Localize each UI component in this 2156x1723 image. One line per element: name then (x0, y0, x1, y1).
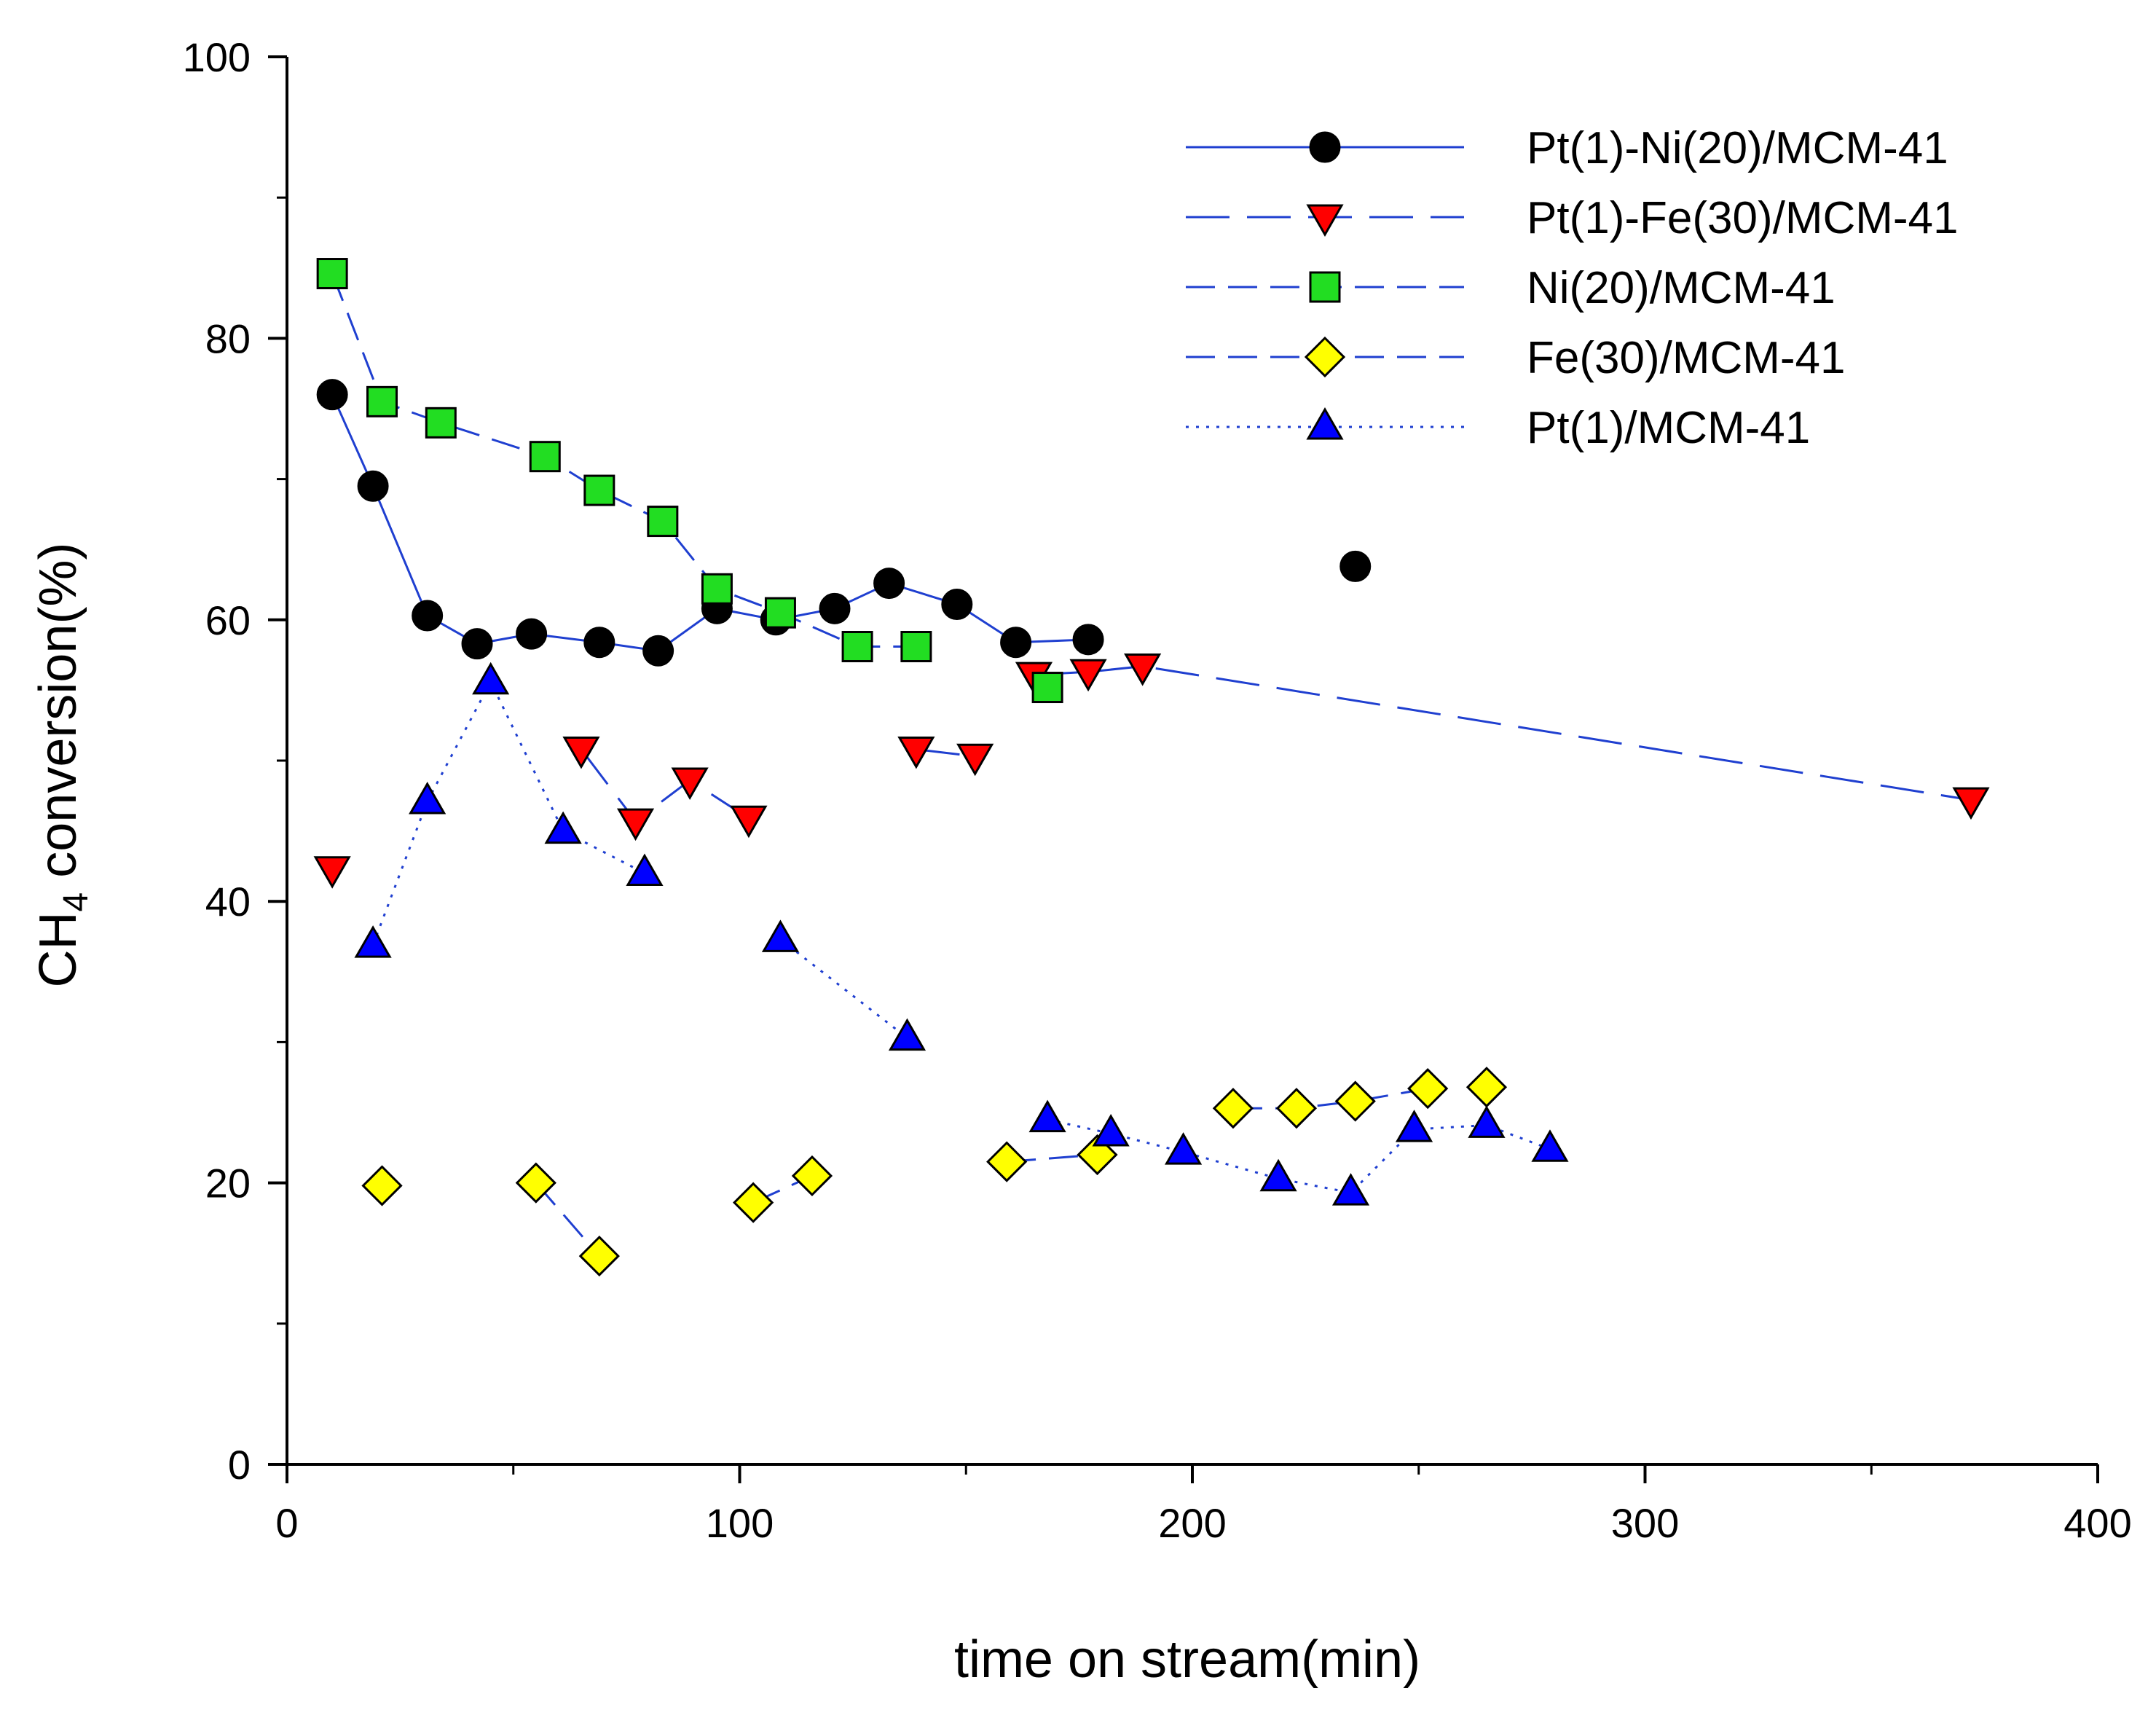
series-2-line-0 (331, 272, 916, 648)
series-4-point-4 (626, 853, 664, 887)
series-4-point-1 (409, 782, 446, 815)
series-4-point-3 (544, 811, 582, 844)
legend: Pt(1)-Ni(20)/MCM-41 Pt(1)-Fe(30)/MCM-41 Ni… (1186, 123, 1959, 453)
series-3-point-3 (733, 1182, 774, 1223)
series-2-point-8 (841, 631, 873, 663)
legend-label-2: Ni(20)/MCM-41 (1527, 263, 1836, 313)
series-2-point-6 (701, 573, 733, 605)
series-0-point-12 (1000, 627, 1032, 659)
series-1-line-0 (580, 748, 750, 823)
legend-label-4: Pt(1)/MCM-41 (1527, 403, 1810, 453)
series-4-point-8 (1092, 1113, 1130, 1147)
series-3-point-9 (1334, 1080, 1376, 1122)
y-tick-label-5: 100 (183, 34, 251, 80)
series-3-point-0 (361, 1165, 403, 1206)
series-4-point-2 (472, 662, 510, 695)
x-tick-label-1: 100 (706, 1500, 774, 1546)
series-1-point-0 (313, 856, 351, 889)
x-tick-label-0: 0 (275, 1500, 298, 1546)
series-4-line-0 (371, 679, 645, 946)
series-0-point-1 (357, 470, 389, 502)
legend-label-1: Pt(1)-Fe(30)/MCM-41 (1527, 193, 1959, 243)
series-2-point-0 (316, 258, 348, 290)
series-1-line-2 (1034, 665, 1972, 801)
series-2-point-2 (425, 407, 457, 439)
y-tick-label-0: 0 (228, 1442, 251, 1488)
y-tick-label-2: 40 (205, 879, 251, 925)
series-1-point-10 (1952, 787, 1990, 820)
series-3-point-4 (791, 1155, 833, 1197)
legend-label-3: Fe(30)/MCM-41 (1527, 333, 1846, 383)
series-0-point-0 (316, 379, 348, 411)
y-axis-title: CH4 conversion(%) (29, 543, 95, 988)
series-4-point-7 (1028, 1099, 1066, 1133)
series-0-point-3 (461, 628, 493, 660)
legend-label-0: Pt(1)-Ni(20)/MCM-41 (1527, 123, 1948, 173)
series-3-point-10 (1407, 1068, 1449, 1110)
series-3-point-8 (1275, 1088, 1318, 1129)
series-4-point-11 (1331, 1173, 1370, 1206)
series-2-point-1 (366, 385, 398, 417)
legend-marker-4 (1306, 407, 1344, 440)
y-axis-title-main: CH (29, 911, 87, 987)
y-tick-label-4: 80 (205, 315, 251, 361)
series-0-point-5 (583, 627, 615, 659)
axes: 0 100 200 300 400 0 20 40 60 80 100 (183, 34, 2132, 1546)
series-0-point-4 (516, 618, 548, 650)
series-4-line-1 (779, 938, 908, 1039)
legend-marker-3 (1304, 336, 1346, 378)
y-tick-label-3: 60 (205, 597, 251, 643)
series-1-point-5 (897, 737, 935, 769)
x-tick-label-2: 200 (1158, 1500, 1226, 1546)
series-1-point-1 (562, 737, 600, 769)
series-0-point-13 (1072, 624, 1104, 656)
series-2-point-10 (1031, 672, 1063, 704)
series-0-point-14 (1339, 550, 1372, 582)
legend-marker-1 (1306, 204, 1344, 238)
series-3-point-7 (1212, 1088, 1254, 1129)
series-1-point-4 (730, 805, 768, 839)
series-4-point-9 (1164, 1132, 1203, 1165)
x-tick-label-3: 300 (1611, 1500, 1679, 1546)
series-markers (313, 258, 1990, 1277)
series-4-point-6 (888, 1018, 926, 1051)
series-1-point-3 (671, 767, 709, 801)
series-4-point-13 (1468, 1105, 1506, 1138)
series-3-point-1 (515, 1162, 556, 1204)
series-0-point-10 (873, 568, 905, 600)
series-3-point-2 (578, 1235, 620, 1277)
legend-marker-0 (1309, 131, 1341, 163)
series-3-point-5 (986, 1141, 1028, 1182)
series-4-point-5 (761, 919, 800, 952)
series-2-point-7 (764, 597, 796, 629)
series-0-point-9 (819, 592, 851, 624)
y-tick-label-1: 20 (205, 1161, 251, 1206)
series-3-line-3 (1232, 1087, 1428, 1110)
series-1-point-6 (956, 743, 994, 777)
series-3-line-0 (535, 1182, 600, 1257)
series-2-point-9 (900, 631, 932, 663)
series-0-point-6 (642, 635, 674, 667)
series-1-point-9 (1124, 654, 1162, 686)
y-axis-title-subscript: 4 (57, 892, 95, 912)
y-axis-title-rest: conversion(%) (29, 543, 87, 892)
series-4-point-0 (354, 925, 392, 958)
x-tick-label-4: 400 (2063, 1500, 2131, 1546)
series-1-point-8 (1069, 659, 1107, 692)
series-2-point-5 (647, 506, 679, 538)
series-0-point-2 (412, 600, 444, 632)
series-3-point-11 (1465, 1067, 1508, 1108)
series-1-point-2 (616, 808, 655, 841)
series-4-point-14 (1531, 1129, 1569, 1162)
series-2-point-3 (529, 441, 561, 473)
series-0-point-11 (941, 589, 973, 621)
legend-marker-2 (1309, 271, 1341, 303)
x-axis-title: time on stream(min) (954, 1630, 1420, 1689)
series-4-point-12 (1395, 1110, 1433, 1142)
series-4-point-10 (1259, 1158, 1297, 1192)
series-2-point-4 (583, 474, 615, 506)
